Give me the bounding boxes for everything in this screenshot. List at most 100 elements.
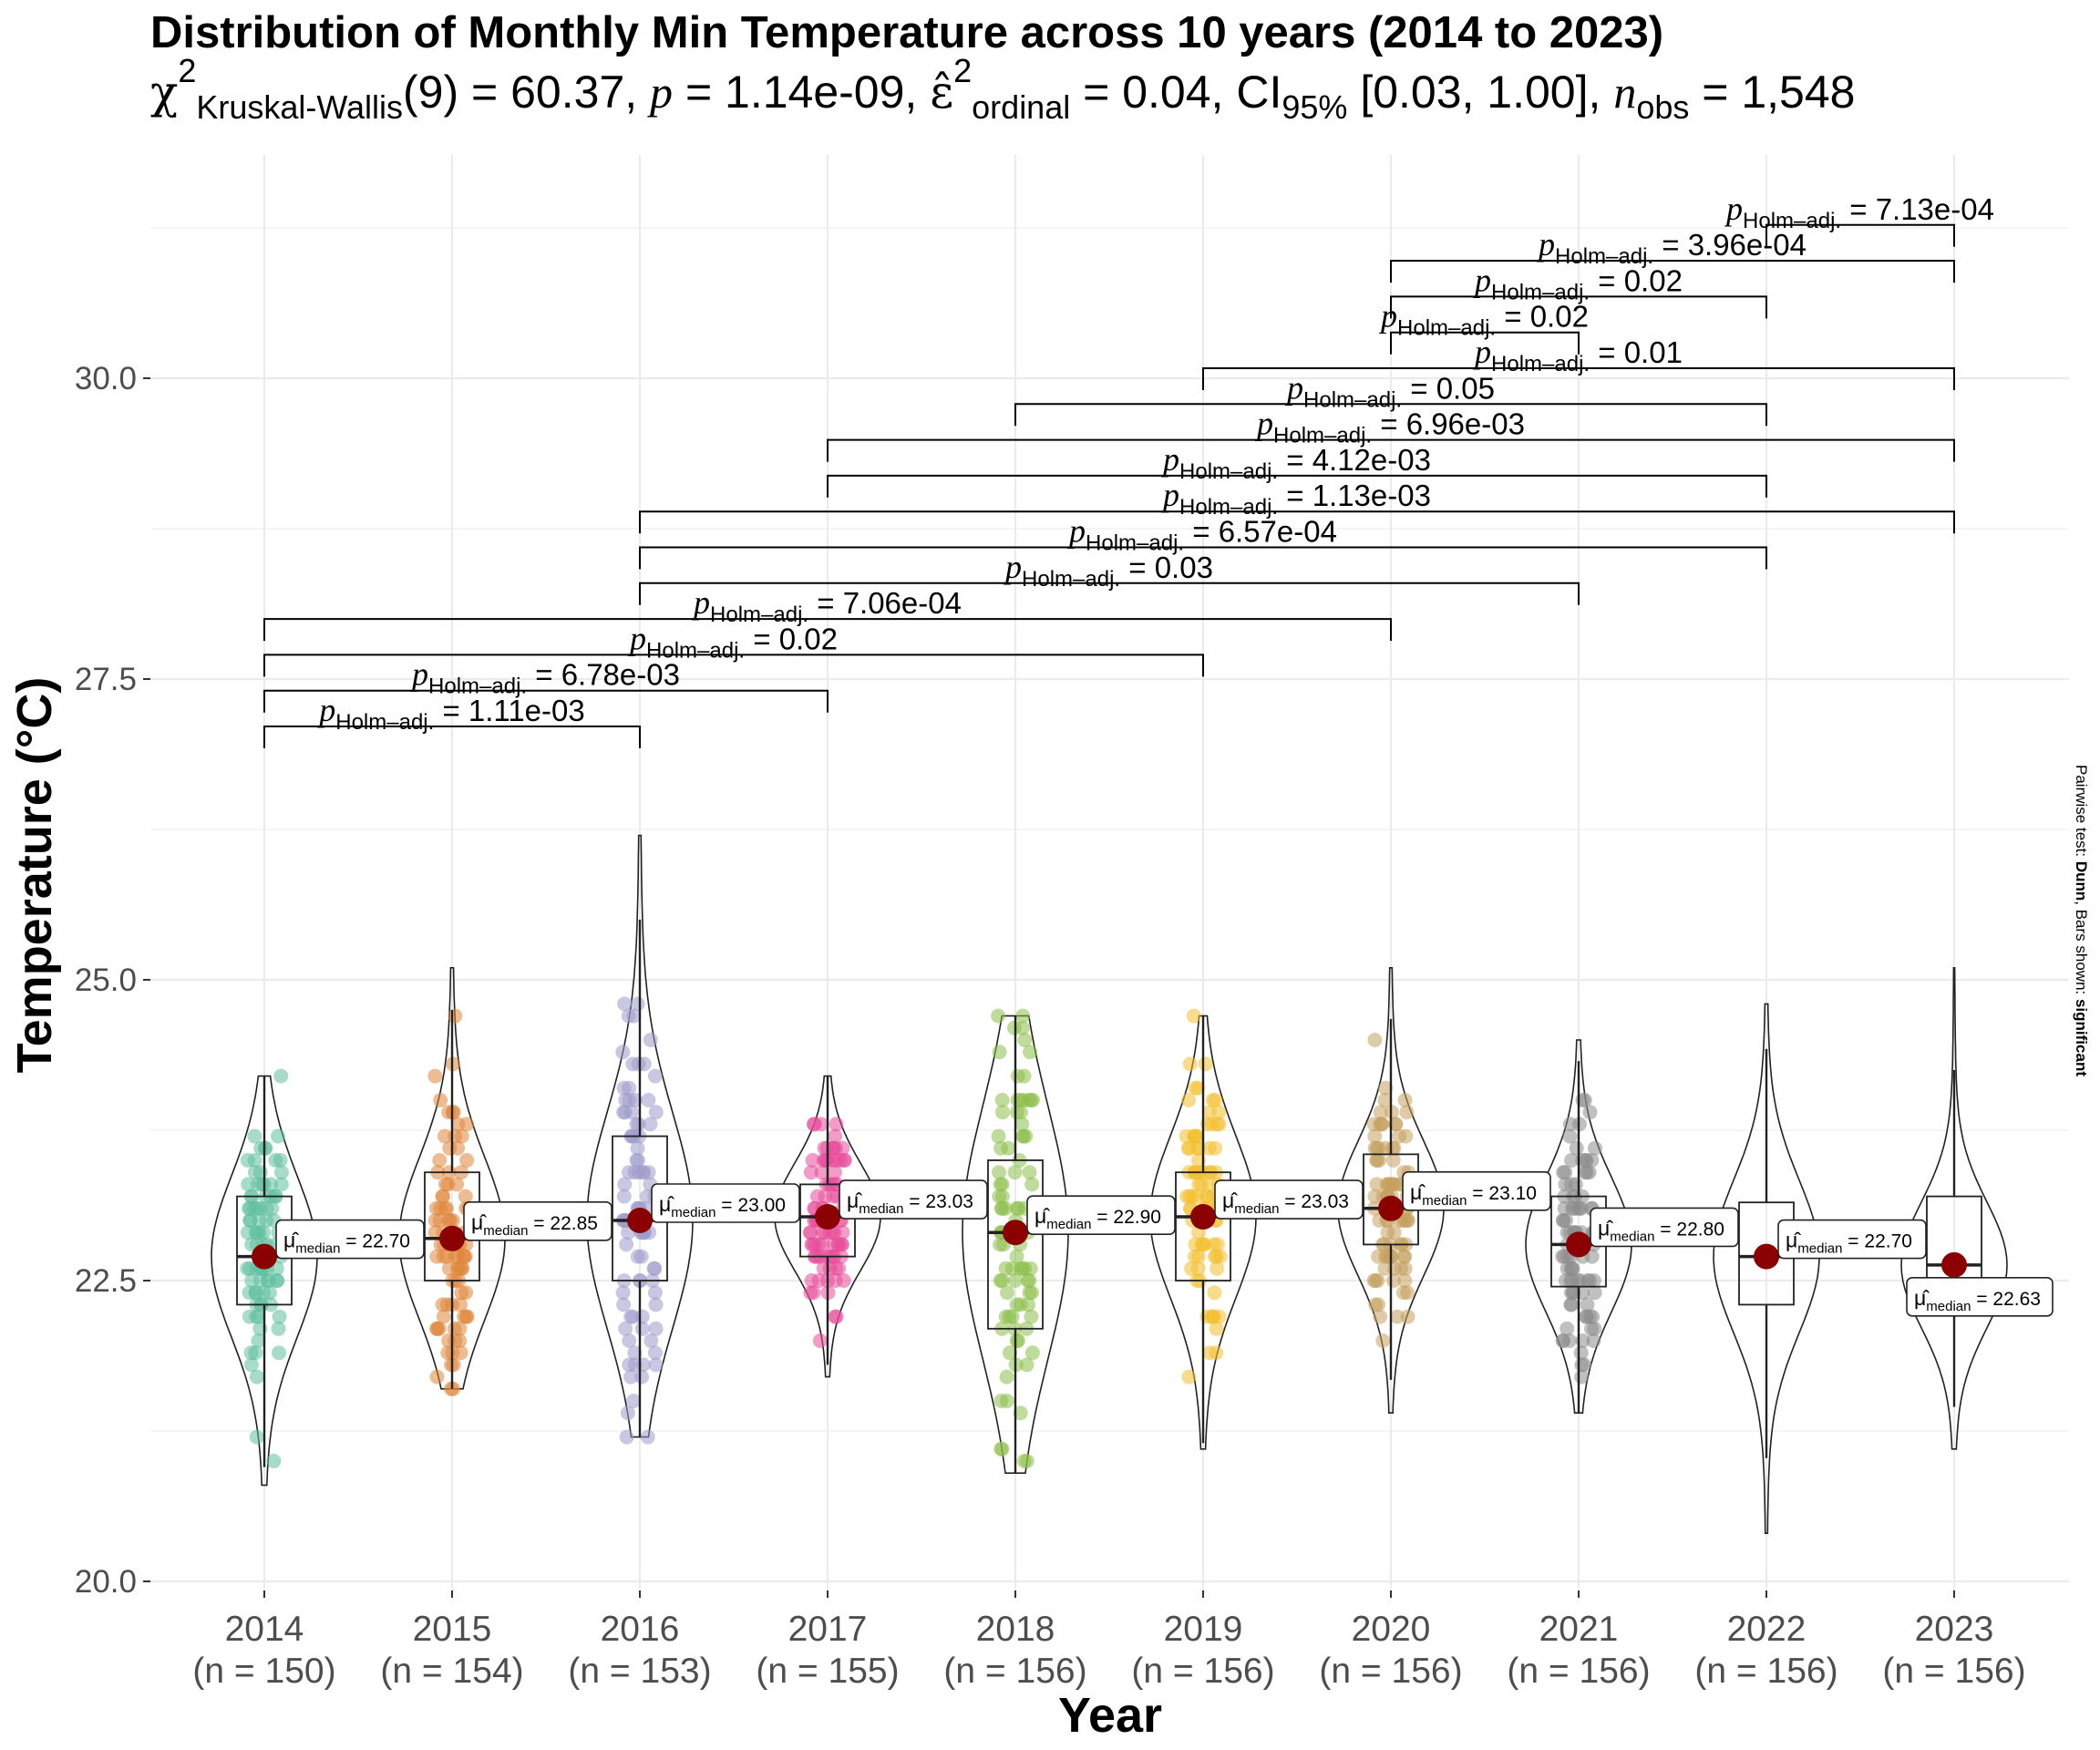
median-label-2023: μ̂median = 22.63	[1914, 1286, 2041, 1314]
point-2014	[271, 1128, 285, 1144]
bracket-label-2017-2023: pHolm–adj. = 6.96e-03	[1254, 406, 1525, 448]
point-2018	[1009, 1333, 1024, 1348]
point-2020	[1371, 1297, 1385, 1312]
median-label-box-2021	[1590, 1207, 1739, 1248]
median-label-2017: μ̂median = 23.03	[847, 1189, 973, 1217]
caption-prefix: Pairwise test:	[2073, 765, 2090, 861]
point-2018	[1013, 1405, 1028, 1421]
bracket-label-2016-2021: pHolm–adj. = 0.03	[1003, 549, 1213, 592]
x-tick-label-2020: 2020	[1352, 1610, 1431, 1649]
point-2020	[1386, 1225, 1402, 1240]
chart-subtitle: χ2Kruskal-Wallis(9) = 60.37, p = 1.14e-0…	[150, 52, 1856, 126]
point-2016	[616, 1105, 632, 1120]
point-2014	[271, 1321, 286, 1336]
median-label-2020: μ̂median = 23.10	[1410, 1180, 1537, 1209]
median-sub: median	[483, 1223, 528, 1239]
point-2021	[1555, 1333, 1570, 1348]
point-2015	[459, 1153, 475, 1168]
x-tick-label-2022: 2022	[1727, 1610, 1807, 1649]
x-tick-n-2018: (n = 156)	[943, 1652, 1086, 1691]
box-2019	[1175, 1171, 1231, 1282]
point-2020	[1367, 1128, 1383, 1144]
median-value: 23.03	[925, 1191, 973, 1212]
p-sub: Holm–adj.	[1303, 387, 1402, 412]
p-symbol: p	[627, 620, 646, 656]
p-value: 1.13e-03	[1312, 479, 1431, 512]
point-2018	[1001, 1140, 1016, 1156]
point-2018	[1016, 1454, 1032, 1468]
point-2016	[618, 1093, 633, 1107]
median-value: 22.70	[362, 1231, 410, 1252]
p-value: 7.06e-04	[843, 586, 962, 620]
point-2016	[634, 1321, 650, 1336]
p-symbol: p	[1066, 513, 1086, 550]
p-equals: =	[1653, 228, 1688, 262]
bracket-2020-2021	[1390, 331, 1580, 355]
n-value: 1,548	[1741, 67, 1856, 118]
point-2021	[1586, 1333, 1601, 1348]
point-2016	[619, 1429, 634, 1445]
x-tick-label-2015: 2015	[413, 1610, 492, 1649]
point-2017	[830, 1237, 846, 1252]
p-value: 0.02	[779, 622, 838, 655]
median-symbol: μ̂	[659, 1192, 674, 1216]
point-2017	[803, 1285, 818, 1301]
median-label-box-2017	[839, 1179, 988, 1220]
p-value: 0.03	[1155, 551, 1213, 584]
point-2020	[1371, 1140, 1386, 1156]
point-2016	[627, 1345, 643, 1361]
median-label-2014: μ̂median = 22.70	[283, 1229, 410, 1257]
effect-sub: ordinal	[972, 88, 1071, 126]
point-2014	[248, 1345, 263, 1361]
point-2017	[828, 1273, 843, 1288]
point-2015	[459, 1117, 475, 1132]
point-2016	[648, 1105, 664, 1120]
point-2015	[441, 1105, 457, 1120]
point-2018	[1024, 1345, 1040, 1361]
point-2020	[1369, 1177, 1385, 1192]
point-2020	[1373, 1105, 1388, 1120]
x-tick-label-2019: 2019	[1164, 1610, 1243, 1649]
point-2014	[272, 1345, 286, 1361]
p-sub: Holm–adj.	[1179, 495, 1278, 520]
point-2016	[622, 1333, 637, 1348]
point-2014	[241, 1177, 256, 1192]
median-point-2016	[627, 1208, 653, 1233]
point-2014	[273, 1153, 288, 1168]
point-2020	[1397, 1093, 1413, 1107]
median-symbol: μ̂	[1914, 1286, 1930, 1310]
point-2017	[803, 1165, 818, 1180]
median-sub: median	[1797, 1241, 1842, 1257]
median-equals: =	[715, 1195, 737, 1216]
point-2018	[1014, 1261, 1029, 1276]
effect-symbol: ε̂	[930, 66, 954, 118]
point-2021	[1560, 1321, 1575, 1336]
point-2015	[450, 1261, 466, 1276]
p-symbol: p	[691, 584, 710, 621]
median-point-2022	[1754, 1243, 1779, 1270]
median-sub: median	[1046, 1217, 1091, 1232]
point-2018	[1014, 1117, 1030, 1132]
point-2021	[1565, 1285, 1580, 1301]
violin-2014	[211, 1075, 318, 1487]
point-2016	[641, 1093, 656, 1107]
x-tick-label-2018: 2018	[976, 1610, 1055, 1649]
point-2015	[448, 1008, 463, 1024]
p-equals: =	[1278, 443, 1312, 477]
point-2018	[995, 1105, 1010, 1120]
point-2019	[1201, 1140, 1217, 1156]
median-value: 23.10	[1488, 1183, 1537, 1204]
point-2018	[992, 1045, 1007, 1060]
bracket-2014-2016	[263, 726, 641, 748]
point-2018	[1022, 1165, 1037, 1180]
median-sub: median	[1234, 1201, 1279, 1217]
point-2016	[623, 1369, 639, 1385]
bracket-label-2014-2019: pHolm–adj. = 0.02	[627, 620, 838, 663]
point-2021	[1588, 1140, 1602, 1156]
bracket-2014-2020	[263, 618, 1392, 642]
median-label-box-2022	[1777, 1219, 1927, 1260]
point-2016	[623, 1309, 639, 1324]
median-equals: =	[1467, 1183, 1488, 1204]
p-symbol: p	[650, 67, 674, 118]
point-2018	[1000, 1285, 1014, 1301]
